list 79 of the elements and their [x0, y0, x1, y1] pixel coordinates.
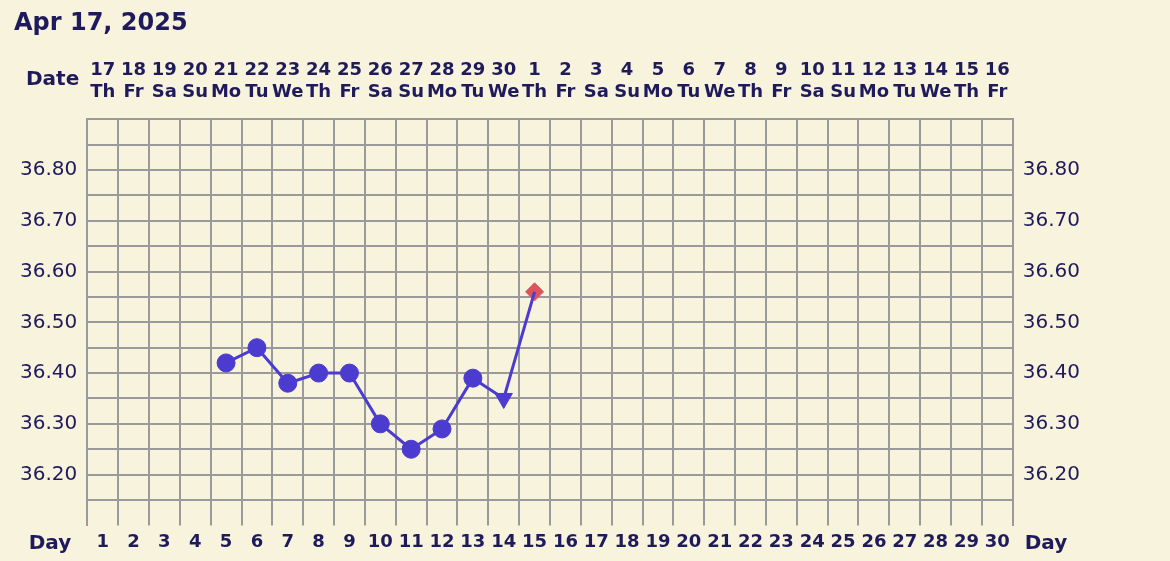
x2-tick-label: 12 — [429, 529, 455, 551]
x2-tick-label: 26 — [861, 529, 887, 551]
x-axis-title: Date — [26, 65, 80, 90]
x-tick-label: 14 We — [919, 58, 952, 102]
x-tick-label: 15 Th — [953, 58, 980, 102]
x2-tick-label: 23 — [768, 529, 794, 551]
y-tick-label: 36.50 — [19, 308, 78, 333]
x2-tick-label: 13 — [460, 529, 486, 551]
y2-tick-label: 36.80 — [1022, 156, 1081, 181]
y-tick-label: 36.30 — [19, 410, 78, 435]
x-tick-label: 28 Mo — [426, 58, 458, 102]
y2-tick-label: 36.30 — [1022, 410, 1081, 435]
x2-tick-label: 4 — [188, 529, 202, 551]
x2-tick-label: 18 — [614, 529, 640, 551]
x-tick-label: 27 Su — [398, 58, 425, 102]
x2-tick-label: 24 — [799, 529, 825, 551]
x-tick-label: 20 Su — [182, 58, 209, 102]
x2-tick-label: 17 — [583, 529, 609, 551]
x-tick-label: 8 Th — [737, 58, 764, 102]
y-tick-label: 36.70 — [19, 206, 78, 231]
y-tick-label: 36.40 — [19, 359, 78, 384]
x-tick-label: 9 Fr — [771, 58, 792, 102]
x-tick-label: 10 Sa — [799, 58, 825, 102]
x2-tick-label: 28 — [923, 529, 949, 551]
x-tick-label: 4 Su — [614, 58, 641, 102]
x2-tick-label: 20 — [676, 529, 702, 551]
x2-tick-label: 2 — [127, 529, 140, 551]
y-tick-label: 36.80 — [19, 156, 78, 181]
x2-tick-label: 16 — [552, 529, 578, 551]
x2-tick-label: 27 — [892, 529, 918, 551]
x2-tick-label: 29 — [953, 529, 979, 551]
x2-tick-label: 15 — [522, 529, 548, 551]
chart-title: Apr 17, 2025 — [14, 8, 188, 36]
x-tick-label: 19 Sa — [151, 58, 177, 102]
x2-tick-label: 6 — [250, 529, 264, 551]
x2-tick-label: 7 — [281, 529, 295, 551]
x2-tick-label: 19 — [645, 529, 671, 551]
y2-tick-label: 36.50 — [1022, 308, 1081, 333]
x-tick-label: 13 Tu — [892, 58, 918, 102]
x2-tick-label: 21 — [707, 529, 733, 551]
x-tick-label: 5 Mo — [642, 58, 674, 102]
x2-tick-label: 10 — [367, 529, 393, 551]
x-tick-label: 30 We — [488, 58, 520, 102]
y2-tick-label: 36.60 — [1022, 257, 1081, 282]
x2-tick-label: 9 — [343, 529, 356, 551]
x-tick-label: 7 We — [703, 58, 736, 102]
x-tick-label: 11 Su — [830, 58, 856, 102]
x-tick-label: 29 Tu — [460, 58, 486, 102]
x2-tick-label: 3 — [158, 529, 171, 551]
x2-tick-label: 30 — [984, 529, 1010, 551]
x2-tick-label: 5 — [219, 529, 233, 551]
x-tick-label: 2 Fr — [555, 58, 576, 102]
x-tick-label: 12 Mo — [858, 58, 890, 102]
x-tick-label: 6 Tu — [677, 58, 701, 102]
x-tick-label: 25 Fr — [336, 58, 363, 102]
x-tick-label: 23 We — [272, 58, 304, 102]
x-tick-label: 1 Th — [522, 58, 548, 102]
x2-tick-label: 11 — [398, 529, 424, 551]
x2-tick-label: 22 — [737, 529, 764, 551]
x-tick-label: 3 Sa — [583, 58, 609, 102]
x-tick-label: 26 Sa — [367, 58, 393, 102]
y2-tick-label: 36.20 — [1022, 460, 1081, 485]
y2-tick-label: 36.70 — [1022, 206, 1081, 231]
x-tick-label: 18 Fr — [121, 58, 147, 102]
x2-tick-label: 14 — [491, 529, 517, 551]
x-tick-label: 22 Tu — [244, 58, 270, 102]
x2-axis-title: Day — [1024, 530, 1068, 555]
point — [216, 353, 236, 373]
x2-tick-label: 8 — [312, 529, 325, 551]
y-tick-label: 36.20 — [19, 460, 78, 485]
x-tick-label: 21 Mo — [210, 58, 242, 102]
x-tick-label: 17 Th — [90, 58, 116, 102]
x2-tick-label: 25 — [830, 529, 856, 551]
x2-tick-label: 1 — [96, 529, 109, 551]
y2-tick-label: 36.40 — [1022, 359, 1081, 384]
text: Day — [28, 530, 72, 555]
y-tick-label: 36.60 — [19, 257, 78, 282]
x-tick-label: 24 Th — [306, 58, 332, 102]
x-tick-label: 16 Fr — [984, 58, 1010, 102]
